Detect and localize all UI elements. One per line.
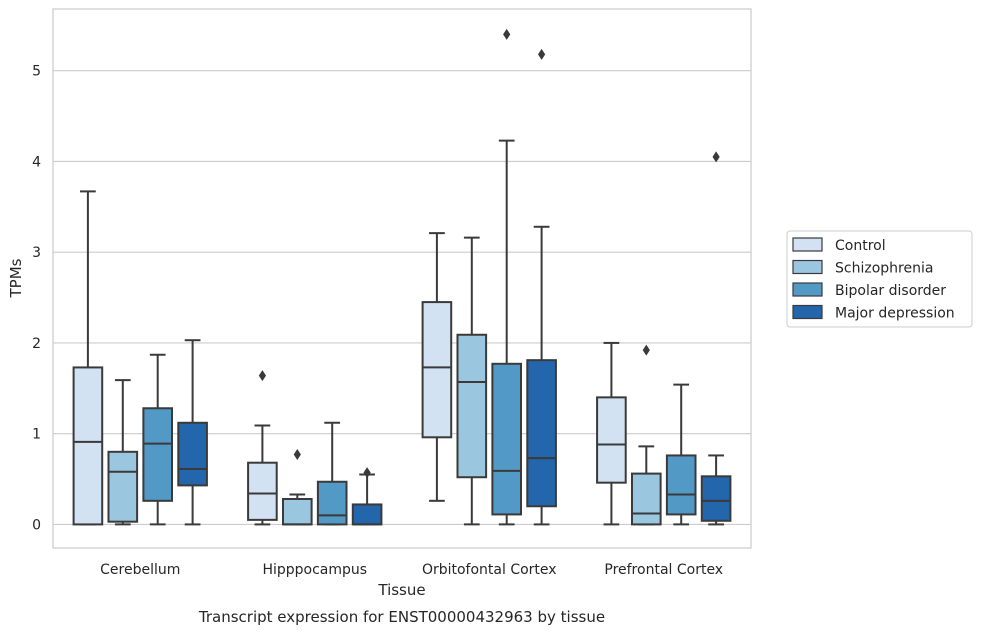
box: [351, 467, 383, 526]
outlier-point: [712, 151, 720, 163]
legend-label: Control: [835, 238, 886, 254]
legend-swatch: [792, 237, 823, 252]
legend: Control Schizophrenia Bipolar disorder Majo…: [786, 230, 973, 328]
box-body: [596, 396, 627, 484]
box: [421, 232, 453, 502]
box-body: [456, 333, 488, 479]
box: [526, 48, 557, 526]
box-body: [107, 450, 139, 523]
box: [177, 339, 208, 526]
box: [107, 379, 139, 526]
chart-caption: Transcript expression for ENST0000043296…: [198, 608, 605, 626]
box-body: [421, 301, 453, 439]
y-gridlines: [53, 70, 751, 525]
box-body: [72, 366, 104, 526]
legend-swatch: [792, 259, 823, 275]
box-body: [665, 454, 697, 516]
box-groups: [72, 28, 732, 526]
box: [281, 449, 313, 526]
y-tick-label: 3: [32, 245, 41, 261]
legend-swatch: [792, 282, 823, 297]
outlier-point: [503, 28, 511, 40]
legend-frame: [786, 230, 973, 328]
y-tick-label: 0: [32, 517, 41, 533]
box: [456, 236, 488, 526]
y-axis-title: TPMs: [7, 258, 25, 298]
box-body: [177, 421, 208, 487]
legend-label: Schizophrenia: [835, 261, 933, 277]
legend-label: Bipolar disorder: [835, 283, 946, 299]
box: [665, 383, 697, 526]
x-tick-label: Prefrontal Cortex: [604, 562, 723, 578]
outlier-point: [293, 449, 301, 461]
box: [700, 151, 732, 526]
legend-swatch: [792, 304, 823, 320]
box-body: [142, 407, 174, 502]
box: [316, 421, 348, 526]
outlier-point: [642, 344, 650, 356]
plot-frame: [52, 8, 752, 549]
y-tick-label: 5: [32, 64, 41, 80]
y-tick-label: 2: [32, 336, 41, 352]
outlier-point: [363, 467, 371, 479]
y-tick-label: 4: [32, 154, 41, 170]
x-tick-labels: Cerebellum Hipppocampus Orbitofontal Corte…: [100, 562, 723, 578]
box-body: [630, 472, 662, 526]
box: [142, 353, 174, 526]
box-body: [281, 498, 313, 526]
legend-label: Major depression: [835, 306, 955, 322]
box: [491, 28, 523, 526]
y-tick-label: 1: [32, 427, 41, 443]
box-body: [491, 362, 523, 516]
box: [596, 341, 627, 526]
box-body: [316, 480, 348, 526]
box: [247, 370, 278, 526]
box: [630, 344, 662, 526]
outlier-point: [538, 48, 546, 60]
outlier-point: [258, 370, 266, 382]
y-tick-labels: 0 1 2 3 4 5: [32, 64, 41, 534]
box: [72, 190, 104, 526]
box-body: [351, 503, 383, 526]
box-body: [700, 475, 732, 522]
x-axis-title: Tissue: [377, 581, 425, 599]
x-tick-label: Orbitofontal Cortex: [422, 562, 557, 578]
x-tick-label: Cerebellum: [100, 562, 180, 578]
x-tick-label: Hipppocampus: [262, 562, 367, 578]
box-body: [526, 359, 557, 508]
box-body: [247, 461, 278, 521]
